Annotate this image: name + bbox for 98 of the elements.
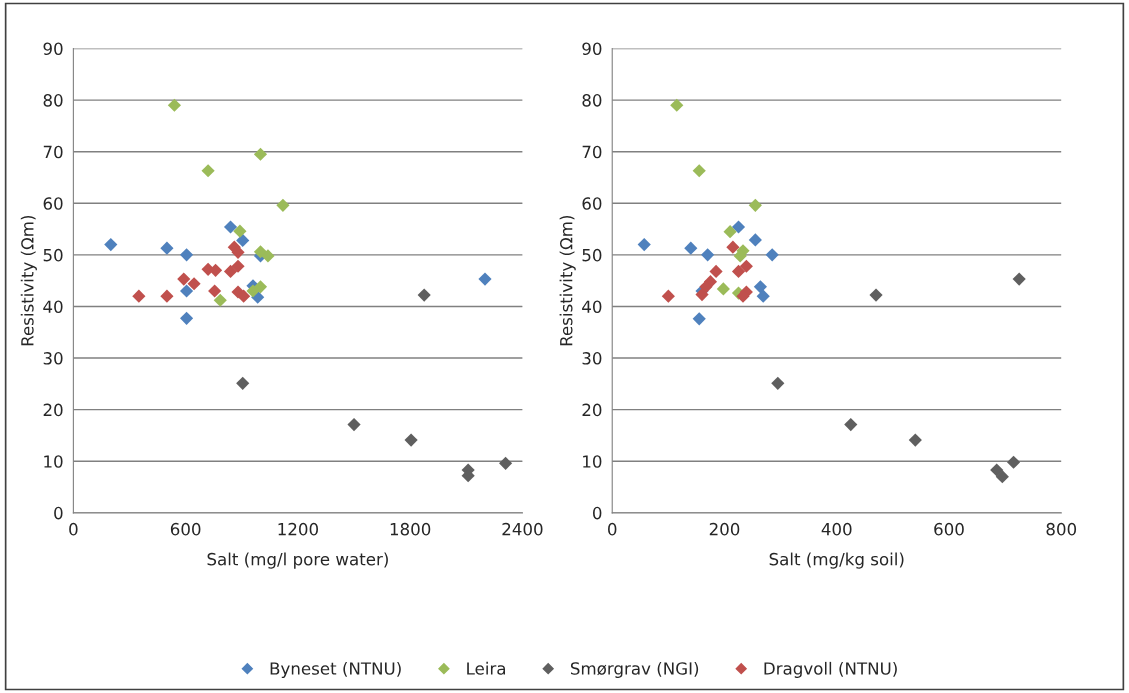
y-tick-label: 80: [582, 94, 602, 107]
point: [246, 284, 260, 298]
point: [213, 293, 227, 307]
x-tick-label: 600: [934, 522, 964, 536]
point: [692, 164, 706, 178]
legend-label: Smørgrav (NGI): [570, 661, 699, 678]
point: [748, 198, 762, 212]
point: [237, 289, 251, 303]
y-tick-label: 90: [582, 42, 602, 56]
point: [844, 418, 858, 432]
point: [132, 289, 146, 303]
point: [187, 277, 201, 291]
point: [716, 282, 730, 296]
point: [253, 245, 268, 259]
point: [276, 198, 290, 212]
point: [736, 289, 750, 303]
y-tick-label: 70: [582, 145, 602, 159]
point: [701, 248, 715, 262]
y-tick-label: 40: [582, 300, 602, 314]
point: [695, 288, 709, 302]
x-tick-label: 800: [1046, 522, 1077, 536]
point: [753, 280, 767, 294]
y-tick-label: 80: [43, 94, 63, 107]
y-axis-title: Resistivity (Ωm): [559, 215, 576, 346]
point: [1006, 455, 1021, 469]
point: [995, 470, 1009, 484]
y-tick-label: 10: [44, 455, 63, 468]
point: [765, 248, 779, 262]
point: [726, 240, 740, 254]
y-tick-label: 20: [582, 403, 602, 417]
point: [498, 456, 513, 470]
point: [684, 241, 698, 255]
point: [223, 220, 238, 234]
point: [160, 289, 174, 303]
x-tick-label: 600: [170, 522, 201, 536]
point: [709, 264, 723, 278]
y-tick-label: 0: [593, 506, 602, 520]
y-tick-label: 30: [43, 352, 63, 365]
y-tick-label: 60: [43, 197, 63, 210]
x-tick-label: 1800: [390, 522, 431, 536]
point: [869, 288, 883, 302]
point: [404, 433, 418, 447]
legend-label: Dragvoll (NTNU): [764, 661, 897, 678]
point: [160, 241, 174, 255]
point: [990, 463, 1004, 477]
point: [104, 237, 118, 252]
y-tick-label: 20: [43, 403, 63, 417]
x-axis-title: Salt (mg/kg soil): [769, 552, 904, 569]
x-tick-label: 1200: [278, 522, 318, 536]
y-tick-label: 0: [54, 506, 63, 520]
point: [236, 376, 250, 390]
y-tick-label: 50: [582, 248, 602, 262]
point: [177, 272, 191, 286]
point: [756, 289, 770, 303]
x-tick-label: 0: [69, 522, 78, 536]
point: [233, 224, 247, 238]
point: [692, 312, 706, 326]
point: [723, 225, 737, 239]
point: [253, 280, 268, 294]
point: [231, 259, 245, 273]
point: [179, 311, 194, 325]
legend-label: Leira: [467, 661, 506, 675]
x-tick-label: 2400: [502, 522, 543, 536]
point: [236, 233, 250, 248]
point: [739, 259, 753, 273]
point: [417, 288, 431, 302]
point: [208, 284, 222, 298]
point: [179, 284, 194, 298]
point: [167, 98, 182, 112]
point: [261, 249, 275, 263]
x-tick-label: 200: [709, 522, 740, 536]
point: [637, 237, 651, 252]
y-tick-label: 30: [582, 352, 602, 365]
y-tick-label: 10: [583, 455, 602, 468]
y-tick-label: 50: [43, 248, 63, 262]
y-tick-label: 70: [43, 145, 63, 159]
y-tick-label: 40: [43, 300, 63, 314]
point: [731, 220, 746, 234]
y-axis-title: Resistivity (Ωm): [20, 215, 37, 346]
point: [771, 376, 785, 390]
x-axis-title: Salt (mg/l pore water): [207, 552, 388, 569]
x-tick-label: 400: [821, 522, 852, 536]
x-tick-label: 0: [608, 522, 617, 536]
point: [670, 98, 684, 112]
point: [1012, 272, 1026, 286]
point: [908, 433, 922, 447]
y-tick-label: 60: [582, 197, 602, 210]
point: [253, 147, 268, 161]
point: [748, 233, 762, 247]
point: [731, 264, 746, 278]
point: [347, 418, 361, 432]
point: [223, 264, 238, 278]
legend-label: Byneset (NTNU): [270, 661, 401, 678]
point: [661, 289, 675, 303]
y-tick-label: 90: [43, 42, 63, 56]
point: [201, 164, 215, 178]
point: [478, 272, 492, 286]
point: [179, 248, 194, 262]
